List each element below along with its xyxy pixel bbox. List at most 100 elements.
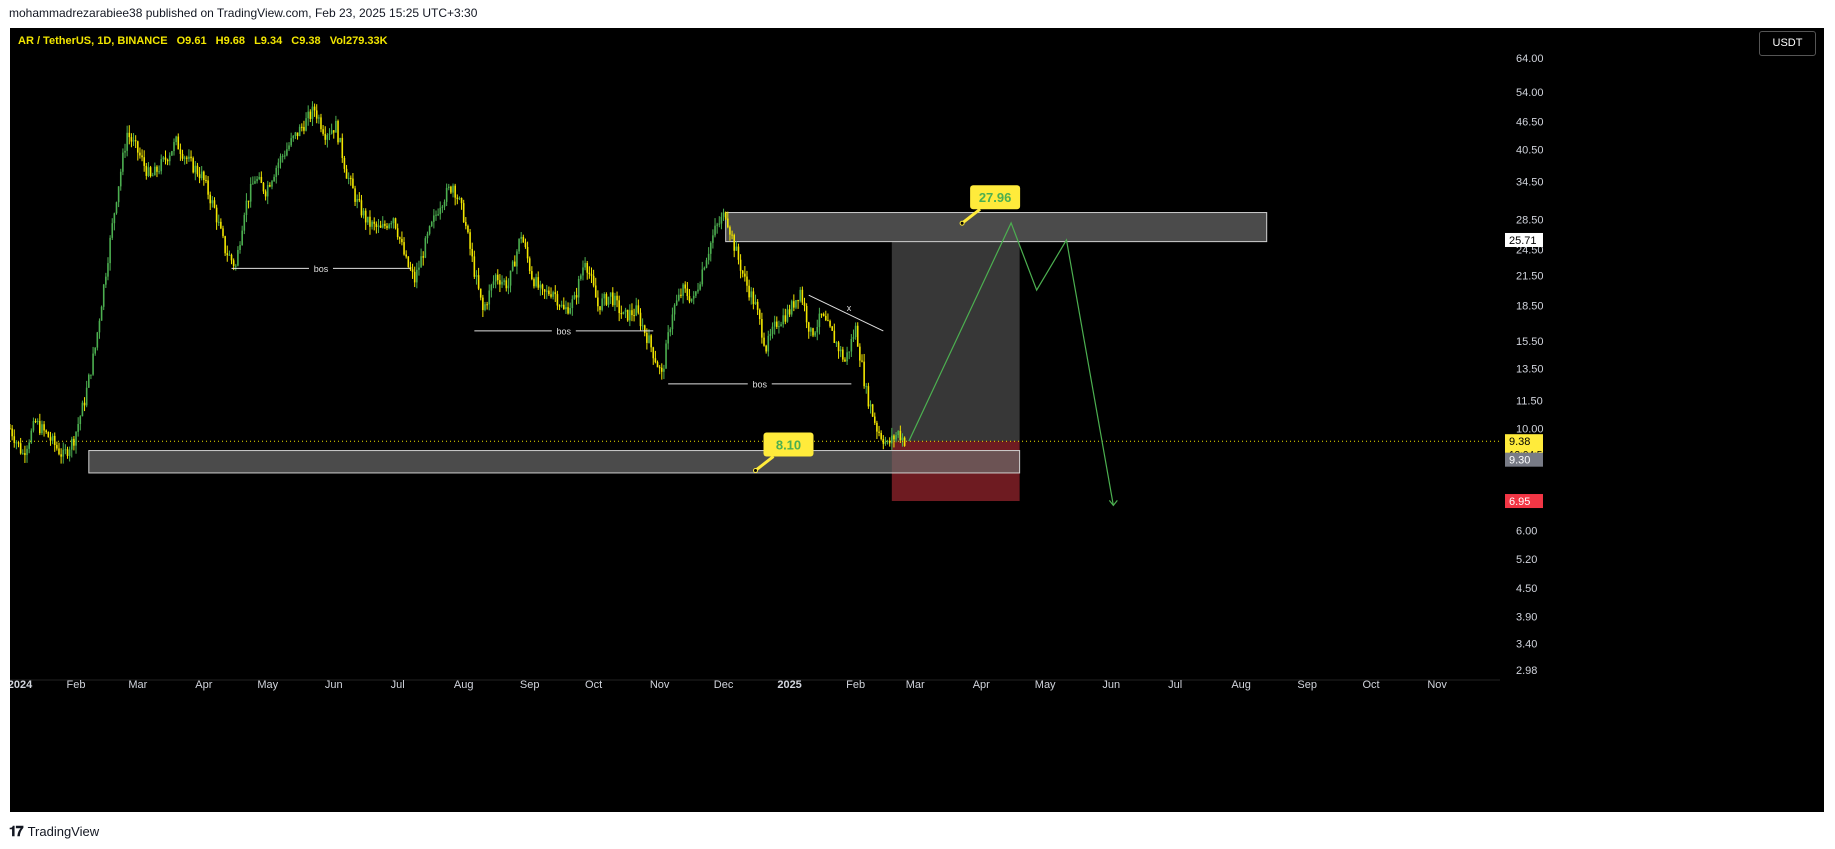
- candle-body: [205, 180, 207, 182]
- candle-body: [85, 387, 88, 406]
- candle-body: [64, 449, 67, 451]
- candle-body: [53, 435, 56, 446]
- candle-body: [369, 216, 371, 227]
- candle-body: [377, 225, 380, 227]
- price-tick-label: 24.50: [1516, 245, 1544, 257]
- candle-body: [313, 106, 316, 111]
- candle-body: [224, 236, 226, 254]
- candle-body: [275, 167, 278, 177]
- candle-body: [362, 210, 365, 216]
- candle-body: [281, 155, 284, 157]
- price-tick-label: 4.50: [1516, 583, 1537, 595]
- candle-body: [452, 185, 454, 193]
- candle-body: [654, 358, 657, 363]
- candle-body: [639, 312, 642, 327]
- candle-body: [75, 431, 77, 446]
- candle-body: [863, 361, 865, 387]
- candle-body: [262, 182, 265, 192]
- candle-body: [501, 281, 503, 285]
- candle-body: [814, 332, 816, 336]
- candle-body: [577, 278, 580, 298]
- candle-body: [443, 201, 446, 207]
- candle-body: [115, 202, 118, 214]
- candle-body: [848, 351, 851, 353]
- candle-body: [571, 299, 574, 309]
- bos-label: bos: [557, 326, 572, 336]
- candle-body: [15, 442, 18, 444]
- candle-body: [888, 440, 891, 444]
- candle-body: [341, 137, 344, 158]
- candle-body: [648, 335, 650, 343]
- candle-body: [209, 194, 212, 204]
- candle-body: [541, 284, 544, 290]
- candle-body: [703, 267, 706, 270]
- chart-pane[interactable]: bos bos bos x 27.96 8.10 64.00 54.00 46.50 40.50…: [10, 28, 1824, 812]
- price-tick-label: 10.00: [1516, 423, 1544, 435]
- candle-body: [665, 343, 667, 369]
- candle-body: [599, 306, 601, 310]
- tradingview-logo-icon[interactable]: 𝟏𝟕: [9, 823, 24, 839]
- candle-body: [386, 225, 388, 229]
- currency-button[interactable]: USDT: [1759, 31, 1816, 56]
- candle-body: [895, 435, 897, 440]
- candle-body: [575, 295, 578, 298]
- price-tick-label: 5.20: [1516, 554, 1537, 566]
- candle-body: [230, 254, 233, 261]
- candle-body: [471, 248, 474, 257]
- candle-body: [588, 272, 591, 275]
- legend-close: C9.38: [291, 35, 321, 47]
- candle-body: [844, 359, 846, 362]
- legend-symbol[interactable]: AR / TetherUS, 1D, BINANCE: [18, 35, 168, 47]
- price-tick-label: 28.50: [1516, 214, 1544, 226]
- candle-body: [897, 430, 900, 436]
- candle-body: [177, 136, 180, 150]
- candle-body: [462, 203, 465, 223]
- candle-body: [567, 307, 569, 314]
- candle-body: [601, 298, 603, 310]
- candle-body: [682, 284, 684, 296]
- candle-body: [597, 297, 599, 307]
- candle-body: [130, 137, 133, 142]
- bos-label-bg: [551, 325, 576, 336]
- candle-body: [556, 294, 559, 306]
- candle-body: [686, 288, 689, 297]
- time-tick-label: May: [1035, 679, 1056, 691]
- take-profit-price-label: 25.71: [1509, 235, 1537, 247]
- footer-brand[interactable]: TradingView: [27, 824, 100, 839]
- candle-body: [241, 230, 243, 246]
- candle-body: [769, 334, 772, 336]
- candle-body: [735, 246, 738, 251]
- candle-body: [390, 223, 393, 225]
- candle-body: [520, 236, 522, 239]
- candle-body: [350, 177, 352, 179]
- candle-body: [569, 308, 571, 314]
- candle-body: [102, 284, 105, 307]
- candle-body: [479, 288, 482, 298]
- candle-body: [164, 157, 167, 160]
- candle-body: [337, 120, 339, 143]
- candle-body: [752, 291, 755, 305]
- candle-body: [465, 222, 467, 226]
- candle-body: [505, 280, 508, 289]
- candle-body: [473, 256, 476, 277]
- candle-body: [496, 274, 499, 281]
- candle-body: [899, 430, 902, 441]
- candle-body: [124, 150, 126, 153]
- callout-27-96-bg: [970, 185, 1021, 210]
- candle-body: [878, 431, 880, 433]
- candle-body: [239, 245, 241, 251]
- candle-body: [288, 145, 290, 150]
- candle-body: [893, 435, 895, 440]
- candle-body: [626, 309, 629, 321]
- candle-body: [876, 422, 878, 432]
- candle-body: [220, 221, 222, 229]
- candle-body: [175, 136, 177, 143]
- candle-body: [780, 324, 782, 327]
- price-chart[interactable]: bos bos bos x 27.96 8.10 64.00 54.00 46.50 40.50…: [10, 28, 1824, 812]
- callout-27-96-pointer: [961, 208, 982, 225]
- candle-body: [563, 304, 565, 310]
- candle-body: [871, 404, 874, 417]
- time-tick-label: Feb: [67, 679, 86, 691]
- time-tick-label: Nov: [1427, 679, 1447, 691]
- candle-body: [145, 165, 148, 176]
